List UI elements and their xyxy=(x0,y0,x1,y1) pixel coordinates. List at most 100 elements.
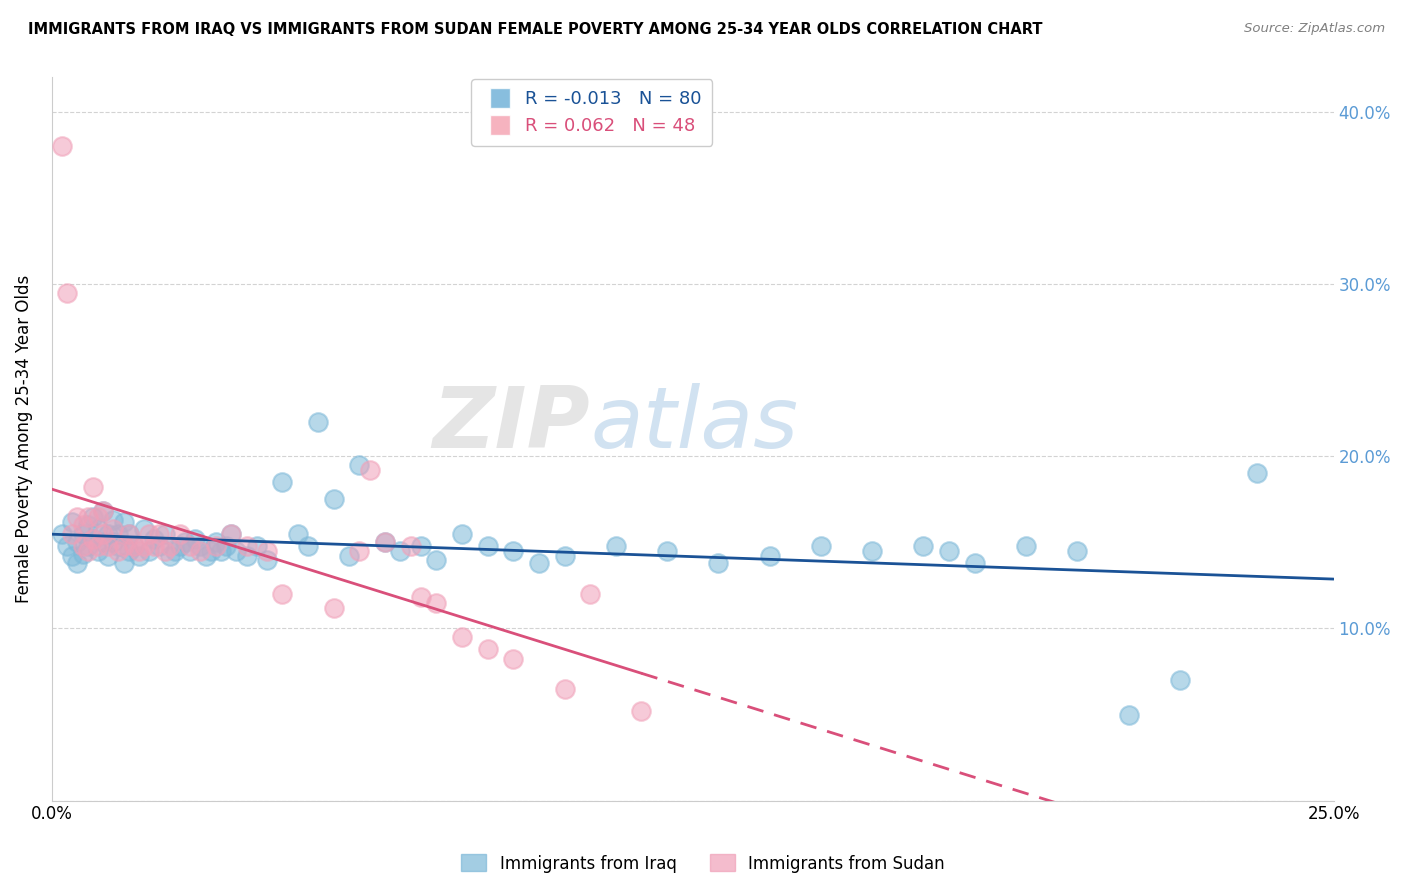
Point xyxy=(1015,539,1038,553)
Point xyxy=(1246,467,1268,481)
Point xyxy=(200,544,222,558)
Point xyxy=(246,539,269,553)
Point xyxy=(128,544,150,558)
Point xyxy=(56,539,79,553)
Point xyxy=(527,556,550,570)
Point xyxy=(103,535,125,549)
Text: atlas: atlas xyxy=(591,383,799,466)
Point xyxy=(337,549,360,563)
Point xyxy=(1118,707,1140,722)
Point xyxy=(349,544,371,558)
Point xyxy=(118,526,141,541)
Point xyxy=(87,522,110,536)
Point xyxy=(810,539,832,553)
Text: Source: ZipAtlas.com: Source: ZipAtlas.com xyxy=(1244,22,1385,36)
Point xyxy=(322,492,344,507)
Point xyxy=(912,539,935,553)
Point xyxy=(66,509,89,524)
Point xyxy=(72,539,94,553)
Point xyxy=(359,463,381,477)
Point xyxy=(112,556,135,570)
Point xyxy=(758,549,780,563)
Point xyxy=(107,539,129,553)
Point xyxy=(409,591,432,605)
Point xyxy=(287,526,309,541)
Point xyxy=(148,526,170,541)
Point xyxy=(66,556,89,570)
Point xyxy=(97,526,120,541)
Point xyxy=(297,539,319,553)
Point xyxy=(103,513,125,527)
Point xyxy=(502,544,524,558)
Point xyxy=(860,544,883,558)
Point xyxy=(938,544,960,558)
Point xyxy=(122,539,145,553)
Point xyxy=(51,139,73,153)
Point xyxy=(374,535,396,549)
Point xyxy=(72,548,94,562)
Point xyxy=(219,526,242,541)
Point xyxy=(159,549,181,563)
Point xyxy=(179,539,201,553)
Point xyxy=(60,515,83,529)
Point xyxy=(605,539,627,553)
Point xyxy=(190,544,212,558)
Point xyxy=(143,532,166,546)
Point xyxy=(87,509,110,524)
Point xyxy=(322,600,344,615)
Point xyxy=(122,539,145,553)
Point xyxy=(477,642,499,657)
Point xyxy=(389,544,412,558)
Point xyxy=(209,544,232,558)
Point xyxy=(194,549,217,563)
Point xyxy=(477,539,499,553)
Point xyxy=(112,515,135,529)
Point xyxy=(190,539,212,553)
Point xyxy=(225,544,247,558)
Point xyxy=(219,526,242,541)
Point xyxy=(138,544,160,558)
Point xyxy=(82,509,104,524)
Point xyxy=(132,522,155,536)
Point xyxy=(72,518,94,533)
Point xyxy=(425,552,447,566)
Point xyxy=(97,539,120,553)
Point xyxy=(60,526,83,541)
Point xyxy=(159,539,181,553)
Point xyxy=(655,544,678,558)
Point xyxy=(76,518,98,533)
Point xyxy=(169,526,191,541)
Point xyxy=(163,544,186,558)
Point xyxy=(143,539,166,553)
Point xyxy=(630,704,652,718)
Point xyxy=(451,630,474,644)
Point xyxy=(128,549,150,563)
Point xyxy=(256,552,278,566)
Point xyxy=(76,509,98,524)
Point xyxy=(76,539,98,553)
Point xyxy=(235,549,257,563)
Point xyxy=(399,539,422,553)
Point xyxy=(425,596,447,610)
Point xyxy=(91,535,114,549)
Point xyxy=(271,475,294,489)
Point xyxy=(103,522,125,536)
Legend: Immigrants from Iraq, Immigrants from Sudan: Immigrants from Iraq, Immigrants from Su… xyxy=(454,847,952,880)
Point xyxy=(107,544,129,558)
Point xyxy=(1168,673,1191,687)
Point xyxy=(118,544,141,558)
Point xyxy=(66,535,89,549)
Point xyxy=(148,539,170,553)
Point xyxy=(138,526,160,541)
Point xyxy=(87,539,110,553)
Point xyxy=(153,544,176,558)
Point xyxy=(307,415,329,429)
Point xyxy=(349,458,371,472)
Point xyxy=(153,526,176,541)
Point xyxy=(76,544,98,558)
Point xyxy=(1066,544,1088,558)
Point xyxy=(112,539,135,553)
Point xyxy=(271,587,294,601)
Point xyxy=(97,549,120,563)
Point xyxy=(502,652,524,666)
